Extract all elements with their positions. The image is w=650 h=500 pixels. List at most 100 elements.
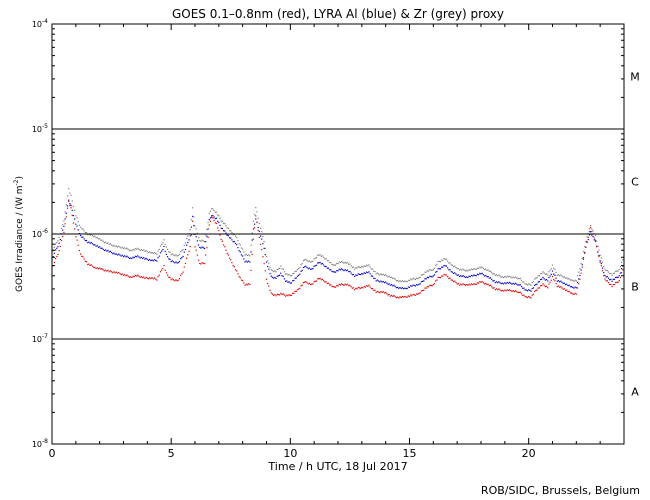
series-0-point bbox=[512, 276, 514, 278]
series-1-point bbox=[122, 255, 125, 258]
series-1-point bbox=[58, 242, 60, 244]
series-2-point bbox=[313, 281, 315, 283]
series-2-point bbox=[60, 240, 63, 242]
series-2-point bbox=[238, 276, 240, 278]
series-1-point bbox=[180, 258, 182, 260]
series-2-point bbox=[469, 284, 471, 286]
series-1-point bbox=[71, 209, 73, 212]
series-1-point bbox=[461, 275, 463, 278]
series-2-point bbox=[186, 257, 188, 259]
series-2-point bbox=[331, 285, 333, 288]
series-1-point bbox=[93, 244, 95, 246]
series-2-point bbox=[145, 276, 147, 279]
series-0-point bbox=[126, 247, 128, 249]
series-2-point bbox=[495, 288, 498, 290]
series-2-point bbox=[494, 289, 496, 291]
series-0-point bbox=[443, 258, 445, 260]
series-2-point bbox=[65, 216, 67, 218]
x-tick-label: 5 bbox=[168, 447, 175, 460]
series-0-point bbox=[507, 276, 510, 278]
series-2-point bbox=[249, 283, 251, 286]
series-1-point bbox=[271, 276, 274, 278]
series-2-point bbox=[570, 292, 573, 294]
series-2-point bbox=[385, 291, 387, 294]
series-1-point bbox=[480, 273, 482, 275]
series-1-point bbox=[548, 277, 550, 279]
series-2-point bbox=[579, 278, 581, 280]
series-2-point bbox=[208, 224, 210, 226]
series-0-point bbox=[455, 266, 457, 269]
series-2-point bbox=[517, 291, 519, 294]
series-0-point bbox=[375, 273, 377, 275]
series-1-point bbox=[82, 236, 84, 238]
series-0-point bbox=[357, 266, 359, 268]
series-2-point bbox=[587, 236, 589, 239]
series-2-point bbox=[460, 283, 462, 285]
series-0-point bbox=[209, 210, 212, 212]
series-0-point bbox=[132, 248, 134, 251]
series-0-point bbox=[339, 261, 341, 264]
series-1-point bbox=[155, 259, 157, 262]
series-0-point bbox=[495, 274, 498, 276]
series-1-point bbox=[340, 268, 343, 270]
series-1-point bbox=[248, 260, 250, 262]
series-0-point bbox=[70, 194, 72, 196]
series-0-point bbox=[329, 261, 331, 264]
series-0-point bbox=[513, 277, 515, 279]
series-2-point bbox=[228, 257, 231, 259]
series-0-point bbox=[554, 268, 556, 271]
series-2-point bbox=[413, 294, 415, 296]
series-2-point bbox=[116, 272, 119, 274]
series-2-point bbox=[329, 284, 331, 286]
series-2-point bbox=[522, 294, 524, 296]
series-2-point bbox=[531, 294, 533, 296]
series-0-point bbox=[447, 260, 449, 262]
series-2-point bbox=[274, 294, 276, 296]
series-1-point bbox=[543, 278, 545, 280]
series-1-point bbox=[364, 272, 367, 274]
series-0-point bbox=[338, 261, 340, 263]
series-1-point bbox=[487, 275, 489, 278]
series-0-point bbox=[242, 248, 244, 250]
series-0-point bbox=[367, 265, 369, 267]
series-0-point bbox=[406, 281, 408, 283]
series-2-point bbox=[503, 290, 505, 292]
series-1-point bbox=[236, 244, 238, 246]
series-1-point bbox=[137, 255, 139, 257]
series-1-point bbox=[500, 283, 502, 285]
series-0-point bbox=[197, 237, 200, 239]
series-1-point bbox=[224, 230, 226, 232]
series-0-point bbox=[146, 250, 148, 253]
series-2-point bbox=[572, 293, 574, 295]
series-1-point bbox=[442, 266, 444, 268]
series-0-point bbox=[74, 209, 76, 211]
series-1-point bbox=[535, 283, 537, 286]
series-0-point bbox=[369, 266, 371, 268]
series-0-point bbox=[226, 227, 228, 229]
y-axis: 10-410-510-610-710-8 bbox=[32, 18, 624, 449]
series-2-point bbox=[95, 267, 97, 270]
series-1-point bbox=[112, 253, 114, 255]
series-0-point bbox=[153, 251, 156, 254]
series-0-point bbox=[287, 274, 289, 276]
series-1-point bbox=[605, 276, 607, 278]
series-2-point bbox=[252, 238, 254, 240]
series-1-point bbox=[132, 256, 134, 258]
series-2-point bbox=[402, 296, 405, 298]
series-2-point bbox=[187, 254, 189, 256]
series-1-point bbox=[371, 275, 374, 277]
series-0-point bbox=[350, 265, 352, 267]
series-2-point bbox=[436, 279, 438, 281]
series-2-point bbox=[335, 286, 337, 288]
series-0-point bbox=[494, 274, 496, 276]
series-1-point bbox=[228, 237, 231, 239]
series-0-point bbox=[106, 242, 108, 245]
series-1-point bbox=[69, 203, 71, 205]
series-0-point bbox=[467, 270, 469, 272]
series-2-point bbox=[554, 280, 556, 282]
series-2-point bbox=[569, 292, 571, 294]
series-2-point bbox=[470, 283, 473, 285]
series-1-point bbox=[119, 254, 121, 256]
series-2-point bbox=[69, 204, 71, 207]
